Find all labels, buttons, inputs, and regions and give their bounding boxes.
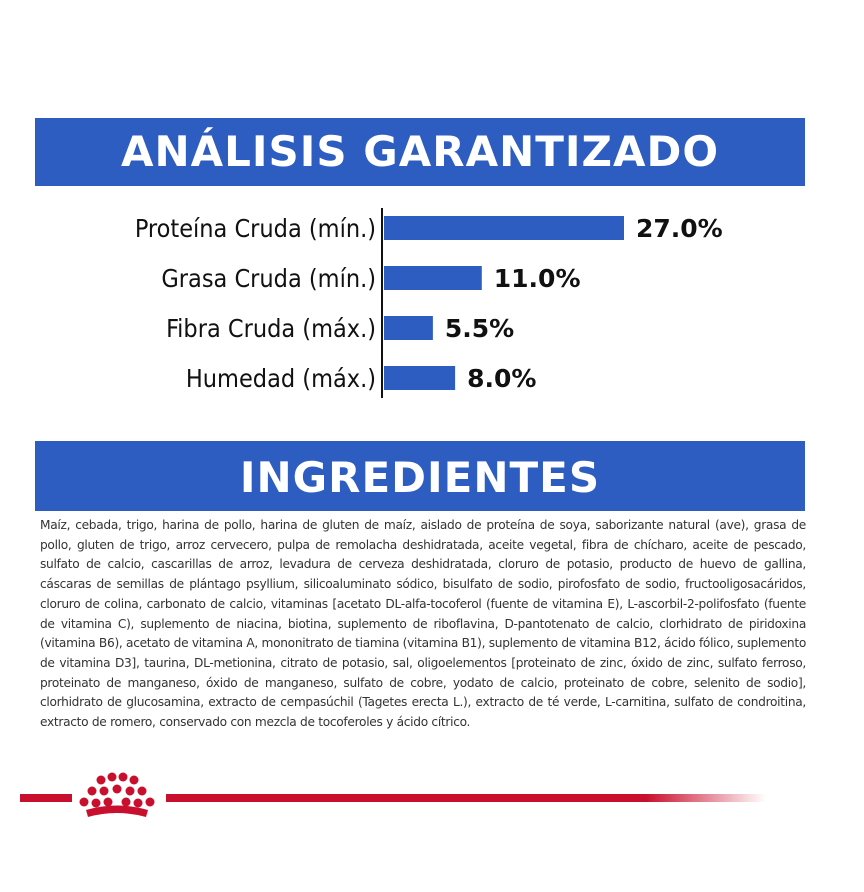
analysis-chart: Proteína Cruda (mín.) 27.0% Grasa Cruda (m…: [135, 208, 723, 398]
footer-line-right: [166, 794, 766, 802]
analysis-banner: ANÁLISIS GARANTIZADO: [35, 118, 805, 186]
category-label: Fibra Cruda (máx.): [166, 314, 376, 343]
bar: [384, 216, 624, 240]
bar: [384, 316, 433, 340]
ingredients-text: Maíz, cebada, trigo, harina de pollo, ha…: [40, 518, 806, 730]
category-label: Humedad (máx.): [186, 364, 376, 393]
ingredients-banner: INGREDIENTES: [35, 441, 805, 511]
value-label: 8.0%: [467, 364, 536, 393]
bar: [384, 266, 482, 290]
value-label: 5.5%: [445, 314, 514, 343]
chart-marks: Proteína Cruda (mín.) 27.0% Grasa Cruda (m…: [135, 214, 723, 393]
category-label: Grasa Cruda (mín.): [161, 264, 376, 293]
ingredients-title: INGREDIENTES: [239, 453, 601, 502]
category-label: Proteína Cruda (mín.): [135, 214, 376, 243]
value-label: 11.0%: [494, 264, 581, 293]
analysis-title: ANÁLISIS GARANTIZADO: [120, 127, 720, 176]
bar: [384, 366, 456, 390]
footer-brand-bar: [20, 772, 766, 817]
footer-line-left: [20, 794, 72, 802]
value-label: 27.0%: [636, 214, 723, 243]
royal-canin-crown-icon: [79, 772, 155, 817]
